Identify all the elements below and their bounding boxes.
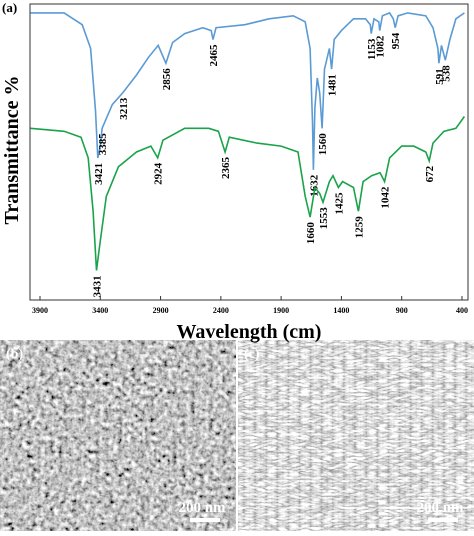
panel-label: (b) — [6, 347, 23, 362]
peak-label: 2465 — [208, 44, 220, 67]
scale-bar — [428, 518, 458, 522]
peak-label: 2924 — [153, 162, 165, 185]
spectrum-line — [30, 116, 466, 271]
peak-label: 2856 — [161, 68, 173, 91]
x-tick-label: 1900 — [273, 306, 289, 315]
x-tick-label: 3900 — [32, 306, 48, 315]
x-tick-label: 3400 — [92, 306, 108, 315]
scale-bar — [190, 518, 220, 522]
peak-label: 1259 — [353, 216, 365, 239]
x-tick-label: 1400 — [333, 306, 349, 315]
spectrum-line — [30, 11, 465, 170]
y-axis-title: Transmittance % — [1, 75, 23, 224]
peak-label: 1560 — [317, 133, 329, 156]
x-tick-label: 2400 — [213, 306, 229, 315]
peak-label: 1153 — [366, 38, 378, 60]
scale-label: 200 nm — [416, 500, 464, 516]
peak-label: 538 — [440, 65, 452, 82]
peak-label: 1042 — [380, 186, 392, 209]
sem-texture-c — [238, 340, 474, 531]
x-tick-label: 400 — [456, 306, 468, 315]
sem-texture-b — [0, 340, 236, 531]
peak-label: 954 — [390, 32, 402, 49]
peak-label: 3213 — [118, 97, 130, 120]
x-tick-label: 900 — [396, 306, 408, 315]
x-axis-title: Wavelength (cm) — [177, 321, 322, 343]
peak-label: 1553 — [318, 207, 330, 230]
peak-label: 2365 — [220, 157, 232, 180]
peak-label: 672 — [424, 165, 436, 182]
x-tick-label: 2900 — [153, 306, 169, 315]
peak-label: 591 — [434, 68, 446, 85]
peak-label: 3431 — [92, 275, 104, 297]
panel-label: (c) — [244, 347, 260, 362]
scale-label: 200 nm — [178, 500, 226, 516]
peak-label: 1082 — [375, 35, 387, 58]
plot-frame — [29, 3, 469, 301]
peak-label: 1660 — [305, 222, 317, 245]
peak-label: 3421 — [93, 163, 105, 185]
peak-label: 3385 — [97, 133, 109, 156]
peak-label: 1425 — [333, 192, 345, 215]
panel-label: (a) — [2, 0, 17, 15]
peak-label: 1481 — [327, 74, 339, 96]
